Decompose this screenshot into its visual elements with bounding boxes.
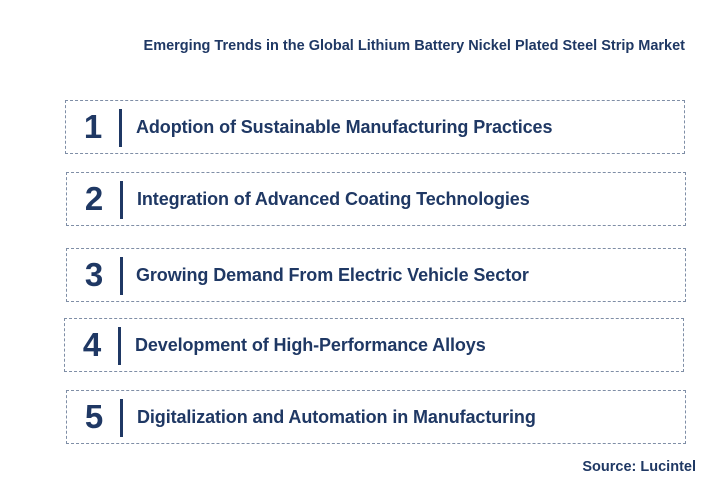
- trend-number: 4: [82, 326, 102, 363]
- trend-item-1: 1 Adoption of Sustainable Manufacturing …: [65, 100, 685, 154]
- trend-divider: [120, 399, 123, 437]
- trend-item-3: 3 Growing Demand From Electric Vehicle S…: [66, 248, 686, 302]
- trend-item-4: 4 Development of High-Performance Alloys: [64, 318, 684, 372]
- trend-number: 3: [84, 256, 104, 293]
- trend-number: 1: [83, 108, 103, 145]
- trend-label: Integration of Advanced Coating Technolo…: [137, 188, 530, 209]
- trend-divider: [119, 109, 122, 147]
- trend-divider: [120, 257, 123, 295]
- diagram-title: Emerging Trends in the Global Lithium Ba…: [143, 38, 685, 54]
- trend-item-5: 5 Digitalization and Automation in Manuf…: [66, 390, 686, 444]
- source-note: Source: Lucintel: [582, 459, 696, 475]
- trend-label: Adoption of Sustainable Manufacturing Pr…: [136, 116, 553, 137]
- trend-number: 2: [84, 180, 104, 217]
- trend-label: Digitalization and Automation in Manufac…: [137, 406, 536, 427]
- trend-divider: [120, 181, 123, 219]
- trend-item-2: 2 Integration of Advanced Coating Techno…: [66, 172, 686, 226]
- trend-label: Development of High-Performance Alloys: [135, 334, 486, 355]
- trend-number: 5: [84, 398, 104, 435]
- trend-divider: [118, 327, 121, 365]
- trend-label: Growing Demand From Electric Vehicle Sec…: [136, 264, 529, 285]
